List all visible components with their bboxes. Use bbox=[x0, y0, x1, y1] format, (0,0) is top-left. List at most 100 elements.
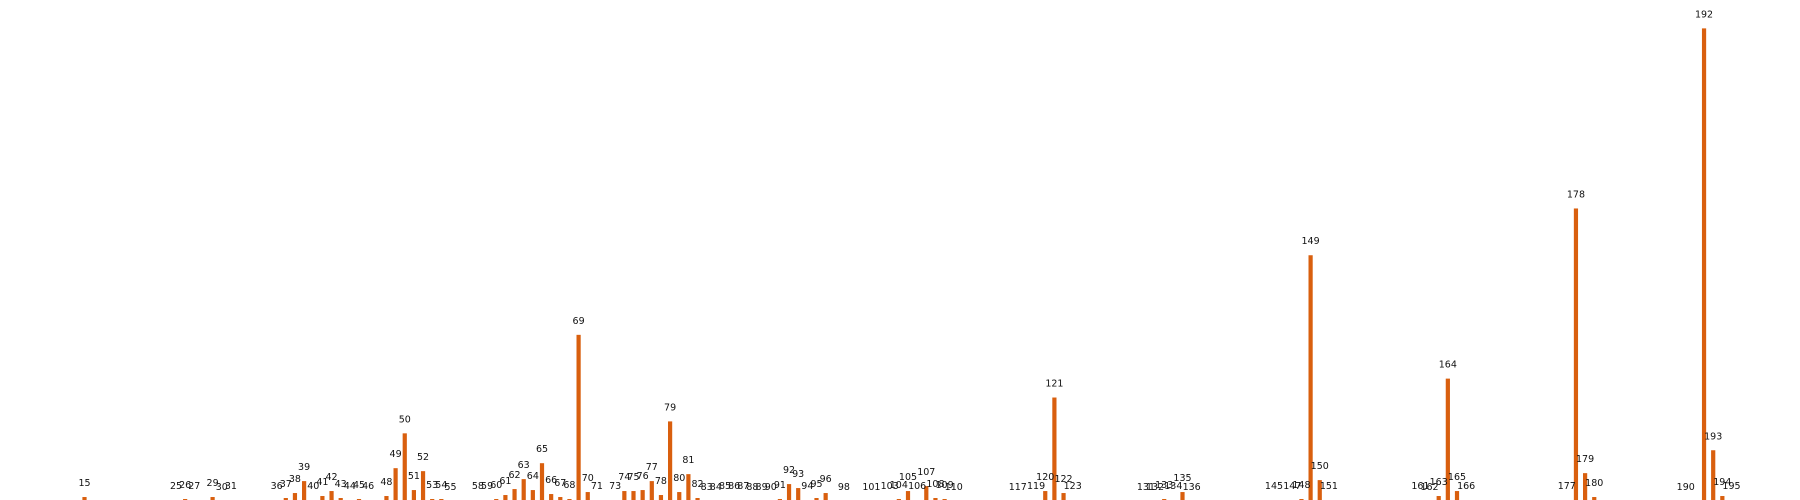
bar-67 bbox=[558, 497, 563, 500]
bar-50 bbox=[402, 433, 407, 500]
bar-label-195: 195 bbox=[1722, 481, 1740, 492]
bar-label-41: 41 bbox=[316, 477, 328, 488]
bar-label-145: 145 bbox=[1265, 481, 1283, 492]
bar-label-51: 51 bbox=[408, 471, 420, 482]
bar-70 bbox=[585, 492, 590, 500]
bar-label-26: 26 bbox=[179, 480, 191, 491]
bar-label-44: 44 bbox=[344, 481, 356, 492]
bar-label-110: 110 bbox=[945, 482, 963, 493]
bar-150 bbox=[1317, 480, 1322, 500]
bar-label-106: 106 bbox=[908, 481, 926, 492]
bar-65 bbox=[539, 463, 545, 500]
bar-107 bbox=[924, 486, 929, 500]
bar-label-71: 71 bbox=[591, 481, 603, 492]
bar-label-123: 123 bbox=[1064, 481, 1082, 492]
bar-label-180: 180 bbox=[1585, 478, 1603, 489]
bar-label-69: 69 bbox=[573, 316, 585, 327]
bar-label-50: 50 bbox=[399, 414, 411, 425]
bar-69 bbox=[576, 334, 581, 500]
bar-48 bbox=[384, 496, 389, 500]
bar-label-90: 90 bbox=[765, 482, 777, 493]
bar-label-104: 104 bbox=[890, 480, 908, 491]
bar-label-55: 55 bbox=[444, 482, 456, 493]
bar-92 bbox=[786, 484, 792, 500]
bar-label-37: 37 bbox=[280, 479, 292, 490]
bar-label-45: 45 bbox=[353, 480, 365, 491]
bar-label-136: 136 bbox=[1183, 482, 1201, 493]
bar-15 bbox=[82, 497, 87, 500]
bar-75 bbox=[631, 491, 636, 500]
bar-label-107: 107 bbox=[917, 467, 935, 478]
bar-label-149: 149 bbox=[1302, 236, 1320, 247]
bar-label-192: 192 bbox=[1695, 9, 1713, 20]
bar-label-92: 92 bbox=[783, 465, 795, 476]
bar-label-85: 85 bbox=[719, 481, 731, 492]
bar-label-122: 122 bbox=[1054, 474, 1072, 485]
bar-label-58: 58 bbox=[472, 481, 484, 492]
bar-label-75: 75 bbox=[627, 472, 639, 483]
bar-label-89: 89 bbox=[756, 482, 768, 493]
bar-label-87: 87 bbox=[737, 481, 749, 492]
bar-label-177: 177 bbox=[1558, 481, 1576, 492]
bar-164 bbox=[1445, 378, 1450, 500]
bar-label-178: 178 bbox=[1567, 189, 1585, 200]
bar-label-31: 31 bbox=[225, 481, 237, 492]
bar-149 bbox=[1308, 255, 1313, 500]
bar-108 bbox=[933, 498, 938, 500]
bar-label-84: 84 bbox=[710, 482, 722, 493]
bar-42 bbox=[329, 491, 334, 500]
bar-label-29: 29 bbox=[207, 478, 219, 489]
bar-76 bbox=[640, 490, 645, 500]
bar-label-61: 61 bbox=[499, 476, 511, 487]
bar-label-70: 70 bbox=[582, 473, 594, 484]
bar-label-81: 81 bbox=[682, 455, 694, 466]
bar-180 bbox=[1592, 497, 1597, 500]
bar-label-38: 38 bbox=[289, 474, 301, 485]
bar-193 bbox=[1711, 450, 1716, 500]
bar-label-163: 163 bbox=[1430, 477, 1448, 488]
bar-label-161: 161 bbox=[1411, 481, 1429, 492]
bar-label-65: 65 bbox=[536, 444, 548, 455]
bar-label-98: 98 bbox=[838, 482, 850, 493]
bar-label-179: 179 bbox=[1576, 454, 1594, 465]
bar-label-164: 164 bbox=[1439, 360, 1457, 371]
bar-52 bbox=[420, 471, 426, 500]
bar-label-66: 66 bbox=[545, 475, 557, 486]
bar-label-93: 93 bbox=[792, 469, 804, 480]
bar-label-27: 27 bbox=[188, 481, 200, 492]
bar-label-39: 39 bbox=[298, 462, 310, 473]
bar-label-193: 193 bbox=[1704, 431, 1722, 442]
bar-29 bbox=[210, 497, 215, 500]
bar-66 bbox=[549, 494, 554, 500]
bar-label-79: 79 bbox=[664, 402, 676, 413]
bar-label-76: 76 bbox=[637, 471, 649, 482]
bar-label-162: 162 bbox=[1420, 482, 1438, 493]
bar-label-101: 101 bbox=[862, 482, 880, 493]
bar-96 bbox=[823, 493, 828, 500]
bar-label-48: 48 bbox=[380, 477, 392, 488]
bar-80 bbox=[677, 492, 682, 500]
bar-122 bbox=[1061, 493, 1066, 500]
bar-label-60: 60 bbox=[490, 480, 502, 491]
bar-label-59: 59 bbox=[481, 481, 493, 492]
bar-79 bbox=[668, 421, 673, 500]
bar-135 bbox=[1180, 492, 1185, 500]
bar-label-190: 190 bbox=[1677, 482, 1695, 493]
bar-label-73: 73 bbox=[609, 481, 621, 492]
bar-120 bbox=[1043, 491, 1048, 500]
bar-label-25: 25 bbox=[170, 481, 182, 492]
bar-63 bbox=[521, 479, 526, 500]
bar-label-91: 91 bbox=[774, 480, 786, 491]
bar-label-94: 94 bbox=[801, 481, 813, 492]
bar-label-64: 64 bbox=[527, 471, 539, 482]
bar-label-15: 15 bbox=[78, 478, 90, 489]
bar-121 bbox=[1052, 397, 1057, 500]
bar-51 bbox=[411, 490, 416, 500]
bar-label-67: 67 bbox=[554, 478, 566, 489]
bar-label-120: 120 bbox=[1036, 472, 1054, 483]
bar-label-88: 88 bbox=[746, 482, 758, 493]
bar-label-133: 133 bbox=[1155, 480, 1173, 491]
bar-label-150: 150 bbox=[1311, 461, 1329, 472]
bar-label-151: 151 bbox=[1320, 481, 1338, 492]
